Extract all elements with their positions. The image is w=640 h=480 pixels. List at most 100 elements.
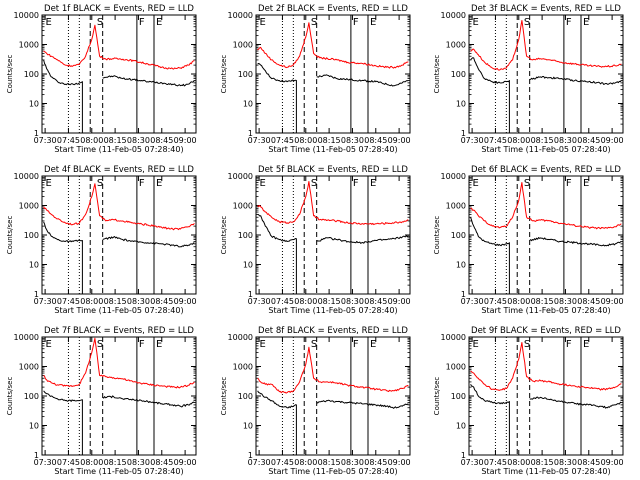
y-tick-label: 10000 [228, 11, 253, 20]
lld-series-line [257, 181, 409, 226]
y-tick-label: 1000 [233, 41, 253, 50]
events-series-line [43, 59, 195, 133]
x-tick-label: 08:00 [294, 297, 317, 306]
panel-det-6: Det 6f BLACK = Events, RED = LLD 1 10 100 10… [433, 165, 624, 315]
y-tick-label: 10000 [228, 333, 253, 342]
x-tick-label: 07:30 [461, 458, 484, 467]
x-tick-label: 08:00 [507, 136, 530, 145]
x-tick-label: 08:45 [150, 136, 173, 145]
y-tick-label: 10000 [14, 333, 39, 342]
x-tick-label: 08:30 [554, 297, 577, 306]
x-tick-label: 07:45 [271, 136, 294, 145]
interval-marker-letter: S [524, 17, 530, 28]
y-tick-label: 100 [24, 392, 39, 401]
events-series-line [257, 390, 409, 455]
events-series-line [470, 384, 622, 455]
interval-marker-letter: E [583, 178, 589, 189]
lld-series-line [257, 346, 409, 394]
x-tick-label: 07:30 [248, 458, 271, 467]
y-tick-label: 1 [248, 451, 253, 460]
x-tick-label: 08:45 [150, 458, 173, 467]
y-axis-label: Counts/sec [6, 216, 14, 255]
interval-marker-letter: F [566, 339, 572, 350]
panel-title: Det 9f BLACK = Events, RED = LLD [471, 326, 621, 336]
interval-marker-letter: E [46, 17, 52, 28]
x-tick-label: 08:15 [531, 458, 554, 467]
panel-title: Det 8f BLACK = Events, RED = LLD [258, 326, 408, 336]
x-tick-label: 07:45 [484, 297, 507, 306]
x-tick-label: 08:45 [364, 136, 387, 145]
panel-det-9: Det 9f BLACK = Events, RED = LLD 1 10 100 10… [433, 326, 624, 476]
x-tick-label: 08:15 [104, 136, 127, 145]
x-tick-label: 07:45 [484, 136, 507, 145]
events-series-line [257, 213, 409, 294]
x-axis-label: Start Time (11-Feb-05 07:28:40) [54, 306, 183, 315]
plot-frame [255, 14, 411, 134]
plot-frame [468, 175, 624, 295]
y-tick-label: 1 [461, 290, 466, 299]
x-tick-label: 07:30 [34, 136, 57, 145]
y-tick-label: 100 [451, 70, 466, 79]
x-tick-label: 09:00 [601, 458, 624, 467]
x-tick-label: 08:30 [127, 136, 150, 145]
interval-marker-letter: E [156, 339, 162, 350]
x-axis-label: Start Time (11-Feb-05 07:28:40) [268, 467, 397, 476]
plot-frame [41, 336, 197, 456]
interval-marker-letter: E [473, 339, 479, 350]
interval-marker-letter: F [566, 17, 572, 28]
y-tick-label: 100 [238, 231, 253, 240]
x-tick-label: 08:00 [294, 136, 317, 145]
y-tick-label: 10 [29, 422, 39, 431]
x-axis-label: Start Time (11-Feb-05 07:28:40) [481, 145, 610, 154]
x-tick-label: 08:15 [531, 297, 554, 306]
panel-title: Det 5f BLACK = Events, RED = LLD [258, 165, 408, 175]
interval-marker-letter: E [473, 178, 479, 189]
interval-marker-letter: F [353, 178, 359, 189]
y-tick-label: 1000 [19, 202, 39, 211]
panel-title: Det 2f BLACK = Events, RED = LLD [258, 4, 408, 14]
interval-marker-letter: F [139, 17, 145, 28]
y-axis-label: Counts/sec [433, 377, 441, 416]
panel-det-5: Det 5f BLACK = Events, RED = LLD 1 10 100 10… [220, 165, 411, 315]
x-tick-label: 08:45 [150, 297, 173, 306]
interval-marker-letter: E [370, 178, 376, 189]
x-tick-label: 07:30 [248, 297, 271, 306]
x-tick-label: 08:00 [507, 458, 530, 467]
x-tick-label: 09:00 [601, 136, 624, 145]
y-tick-label: 100 [24, 231, 39, 240]
x-tick-label: 08:15 [104, 297, 127, 306]
x-tick-label: 08:45 [364, 458, 387, 467]
y-tick-label: 1000 [446, 202, 466, 211]
interval-marker-letter: F [139, 339, 145, 350]
y-axis-label: Counts/sec [433, 216, 441, 255]
lld-series-line [257, 22, 409, 69]
interval-marker-letter: S [524, 178, 530, 189]
x-tick-label: 08:00 [80, 136, 103, 145]
y-tick-label: 10 [456, 261, 466, 270]
y-tick-label: 1000 [446, 363, 466, 372]
interval-marker-letter: S [97, 178, 103, 189]
events-series-line [470, 217, 622, 294]
x-tick-label: 08:15 [318, 458, 341, 467]
y-tick-label: 1 [461, 129, 466, 138]
x-tick-label: 09:00 [174, 297, 197, 306]
x-tick-label: 08:15 [531, 136, 554, 145]
x-tick-label: 07:30 [461, 297, 484, 306]
x-tick-label: 08:30 [127, 297, 150, 306]
interval-marker-letter: E [46, 339, 52, 350]
x-tick-label: 08:15 [318, 136, 341, 145]
x-axis-label: Start Time (11-Feb-05 07:28:40) [54, 145, 183, 154]
y-tick-label: 10000 [14, 172, 39, 181]
x-tick-label: 09:00 [388, 136, 411, 145]
interval-marker-letter: E [370, 339, 376, 350]
panel-det-3: Det 3f BLACK = Events, RED = LLD 1 10 100 10… [433, 4, 624, 154]
y-tick-label: 1000 [19, 41, 39, 50]
x-tick-label: 08:15 [318, 297, 341, 306]
y-tick-label: 100 [451, 231, 466, 240]
x-tick-label: 08:00 [507, 297, 530, 306]
x-tick-label: 08:45 [577, 136, 600, 145]
x-tick-label: 07:45 [57, 297, 80, 306]
interval-marker-letter: E [370, 17, 376, 28]
interval-marker-letter: E [260, 339, 266, 350]
